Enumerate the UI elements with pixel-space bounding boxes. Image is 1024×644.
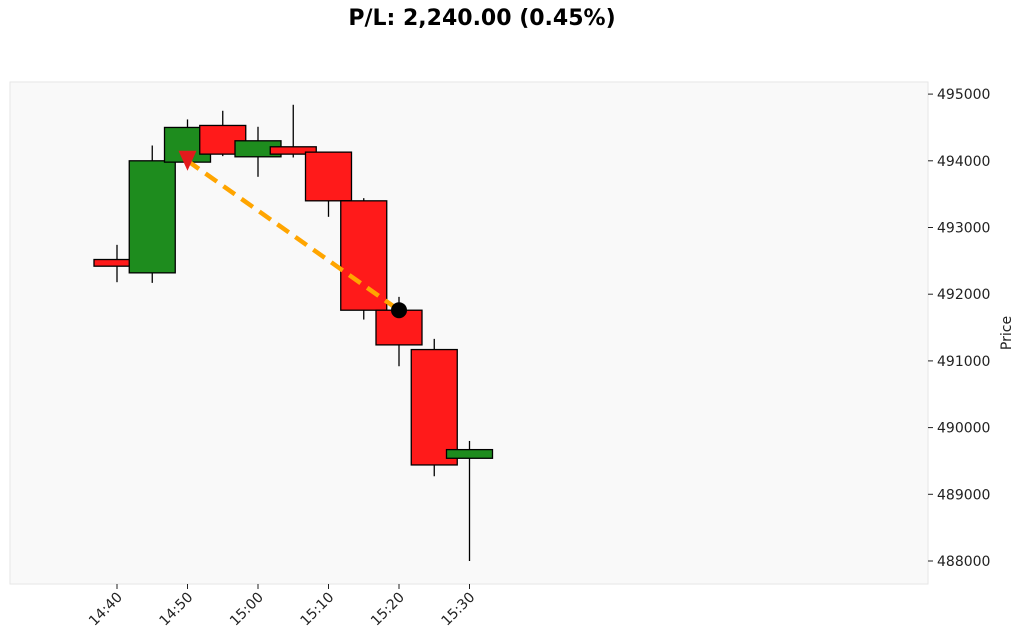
trade-layer — [178, 150, 407, 319]
candle-body — [128, 160, 176, 274]
y-tick-label: 493000 — [937, 221, 990, 237]
x-tick-label: 15:00 — [227, 590, 267, 630]
x-tick-label: 15:10 — [297, 590, 337, 630]
candle-body — [269, 146, 317, 155]
y-tick-label: 490000 — [937, 421, 990, 437]
y-tick-label: 491000 — [937, 354, 990, 370]
y-tick-label: 488000 — [937, 554, 990, 570]
y-tick-label: 494000 — [937, 154, 990, 170]
y-tick-label: 495000 — [937, 87, 990, 103]
candle-body — [304, 151, 353, 202]
x-tick-label: 15:30 — [438, 590, 478, 630]
exit-marker — [391, 302, 407, 319]
x-tick-label: 15:20 — [368, 590, 408, 630]
candle-body — [410, 348, 458, 466]
y-tick-label: 492000 — [937, 287, 990, 303]
candles-layer — [93, 104, 494, 561]
candle-body — [445, 448, 494, 459]
chart-title: P/L: 2,240.00 (0.45%) — [348, 6, 616, 31]
y-axis: 488000 489000 490000 491000 492000 493000 4940… — [928, 87, 990, 570]
y-tick-label: 489000 — [937, 487, 990, 503]
y-axis-label: Price — [999, 316, 1015, 350]
x-tick-label: 14:40 — [86, 590, 126, 630]
candle-body — [340, 200, 388, 311]
entry-marker — [178, 150, 197, 171]
x-axis: 14:40 14:50 15:00 15:10 15:20 15:30 — [86, 584, 478, 629]
x-tick-label: 14:50 — [156, 590, 196, 630]
